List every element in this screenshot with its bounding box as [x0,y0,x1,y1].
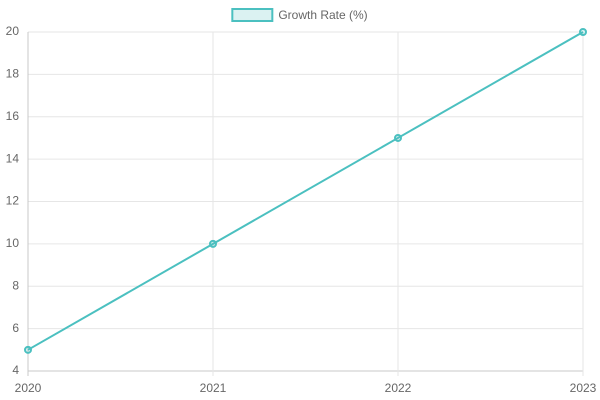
y-tick-label: 18 [6,67,20,81]
point [209,239,217,248]
legend-label: Growth Rate (%) [278,8,367,22]
y-tick-label: 8 [12,278,19,292]
legend-swatch [231,8,274,22]
line [27,31,584,351]
y-tick-label: 12 [6,194,20,208]
y-tick-label: 10 [6,236,20,250]
y-tick-label: 14 [6,151,20,165]
y-tick-label: 16 [6,109,20,123]
y-tick-label: 20 [6,24,20,38]
x-tick-label: 2020 [15,381,42,395]
point [579,28,587,36]
x-tick-label: 2023 [570,381,597,395]
x-tick-label: 2022 [385,381,412,395]
y-tick-label: 4 [12,363,19,377]
x-tick-label: 2021 [200,381,227,395]
point [24,345,32,354]
point [394,133,402,142]
y-tick-label: 6 [12,321,19,335]
